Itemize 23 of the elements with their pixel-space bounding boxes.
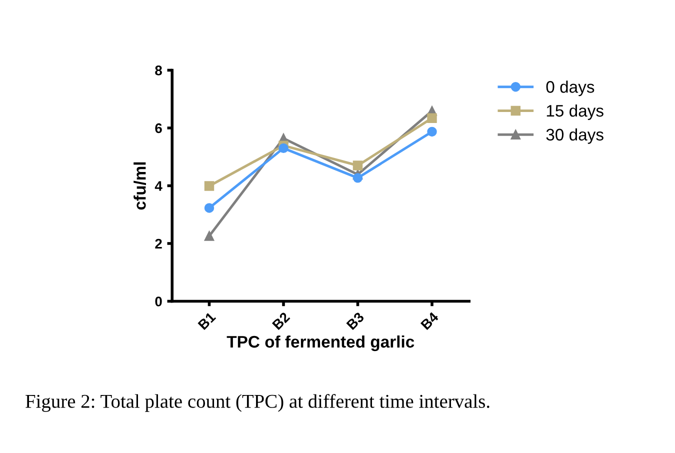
legend-label: 15 days (546, 104, 604, 120)
y-tick-label: 4 (154, 181, 162, 191)
x-tick-label: B3 (346, 312, 365, 330)
point (204, 181, 214, 191)
caption: Figure 2: Total plate count (TPC) at different time intervals. (26, 394, 490, 412)
point (427, 126, 437, 137)
point (427, 113, 437, 124)
x-tick-label: B1 (198, 312, 216, 330)
legend-label: 0 days (546, 80, 594, 96)
x-tick-label: B4 (420, 311, 440, 330)
x-axis-title: TPC of fermented garlic (226, 335, 414, 352)
y-tick-label: 0 (155, 296, 162, 306)
point (278, 143, 288, 154)
x-tick-label: B2 (272, 312, 290, 330)
point (204, 203, 214, 213)
y-tick-label: 6 (155, 123, 162, 134)
y-tick-label: 2 (155, 238, 162, 249)
legend-label: 30 days (546, 128, 604, 144)
point (352, 160, 363, 170)
y-tick-label: 8 (155, 66, 162, 76)
point (204, 231, 214, 241)
y-axis-title: cfu/ml (134, 162, 146, 210)
point (352, 173, 363, 183)
